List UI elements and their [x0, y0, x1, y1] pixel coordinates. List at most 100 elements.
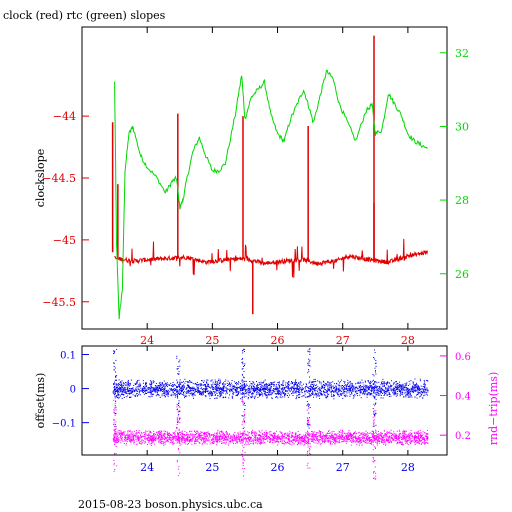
scatter-point [335, 388, 337, 390]
scatter-point [241, 379, 243, 381]
scatter-point [174, 436, 176, 437]
scatter-point [307, 437, 309, 438]
scatter-point [130, 442, 132, 444]
scatter-point [206, 388, 208, 390]
scatter-point [334, 386, 336, 388]
scatter-point [115, 435, 117, 437]
scatter-point [164, 437, 166, 439]
scatter-point [206, 432, 208, 433]
scatter-point [243, 426, 245, 428]
scatter-point [121, 383, 123, 385]
scatter-point [341, 387, 343, 389]
scatter-point [172, 440, 174, 442]
chart-title: clock (red) rtc (green) slopes [3, 9, 166, 22]
scatter-point [288, 440, 290, 441]
scatter-point [147, 434, 149, 436]
scatter-point [368, 389, 370, 391]
scatter-point [183, 384, 185, 386]
scatter-point [186, 395, 188, 397]
scatter-point [206, 435, 208, 437]
scatter-point [175, 440, 177, 442]
scatter-point [343, 386, 345, 388]
scatter-point [371, 390, 372, 392]
scatter-point [168, 384, 170, 386]
scatter-point [217, 431, 219, 433]
scatter-point [291, 436, 293, 438]
scatter-point [149, 434, 151, 436]
scatter-point [383, 395, 385, 396]
scatter-point [214, 379, 216, 381]
scatter-point [181, 438, 183, 440]
scatter-point [269, 436, 271, 438]
scatter-point [416, 432, 418, 434]
scatter-point [320, 443, 322, 445]
scatter-point [120, 435, 121, 437]
scatter-point [304, 437, 305, 438]
scatter-point [114, 383, 115, 385]
scatter-point [291, 386, 293, 388]
scatter-point [121, 433, 123, 435]
scatter-point [297, 395, 299, 397]
scatter-point [343, 440, 345, 442]
scatter-point [308, 450, 310, 452]
scatter-point [150, 442, 152, 444]
scatter-point [255, 394, 257, 396]
scatter-point [299, 443, 301, 445]
scatter-point [408, 439, 410, 441]
scatter-point [417, 441, 419, 443]
scatter-point [417, 430, 419, 432]
scatter-point [375, 478, 377, 480]
scatter-point [370, 438, 372, 440]
scatter-point [424, 435, 426, 437]
scatter-point [339, 437, 341, 439]
scatter-point [249, 390, 251, 392]
scatter-point [226, 432, 228, 434]
scatter-point [379, 438, 381, 440]
scatter-point [237, 439, 239, 441]
scatter-point [406, 436, 408, 438]
scatter-point [137, 438, 139, 440]
scatter-point [281, 442, 283, 444]
scatter-point [278, 392, 280, 394]
scatter-point [389, 431, 391, 433]
scatter-point [329, 432, 331, 434]
scatter-point [376, 444, 378, 446]
scatter-point [130, 392, 132, 394]
scatter-point [387, 391, 389, 393]
scatter-point [286, 382, 288, 384]
scatter-point [284, 437, 286, 439]
scatter-point [245, 390, 247, 391]
scatter-point [322, 387, 324, 389]
scatter-point [213, 442, 215, 444]
scatter-point [160, 430, 162, 432]
scatter-point [250, 385, 252, 387]
scatter-point [403, 431, 405, 433]
scatter-point [283, 392, 285, 394]
scatter-point [306, 464, 308, 466]
scatter-point [277, 397, 279, 399]
scatter-point [368, 439, 370, 441]
scatter-point [268, 437, 270, 439]
scatter-point [192, 436, 194, 438]
scatter-point [238, 441, 240, 443]
scatter-point [200, 393, 202, 395]
scatter-point [185, 380, 187, 382]
scatter-point [238, 435, 240, 437]
scatter-point [422, 431, 424, 433]
scatter-point [360, 391, 362, 393]
scatter-point [223, 388, 225, 390]
scatter-point [212, 442, 214, 444]
scatter-point [178, 420, 179, 422]
scatter-point [376, 436, 378, 438]
scatter-point [355, 436, 357, 438]
scatter-point [190, 439, 192, 441]
scatter-point [332, 435, 334, 437]
scatter-point [244, 468, 246, 469]
scatter-point [130, 433, 132, 435]
scatter-point [138, 394, 140, 396]
scatter-point [226, 431, 227, 433]
scatter-point [331, 390, 333, 392]
scatter-point [232, 435, 234, 437]
scatter-point [309, 449, 311, 451]
scatter-point [394, 391, 396, 393]
